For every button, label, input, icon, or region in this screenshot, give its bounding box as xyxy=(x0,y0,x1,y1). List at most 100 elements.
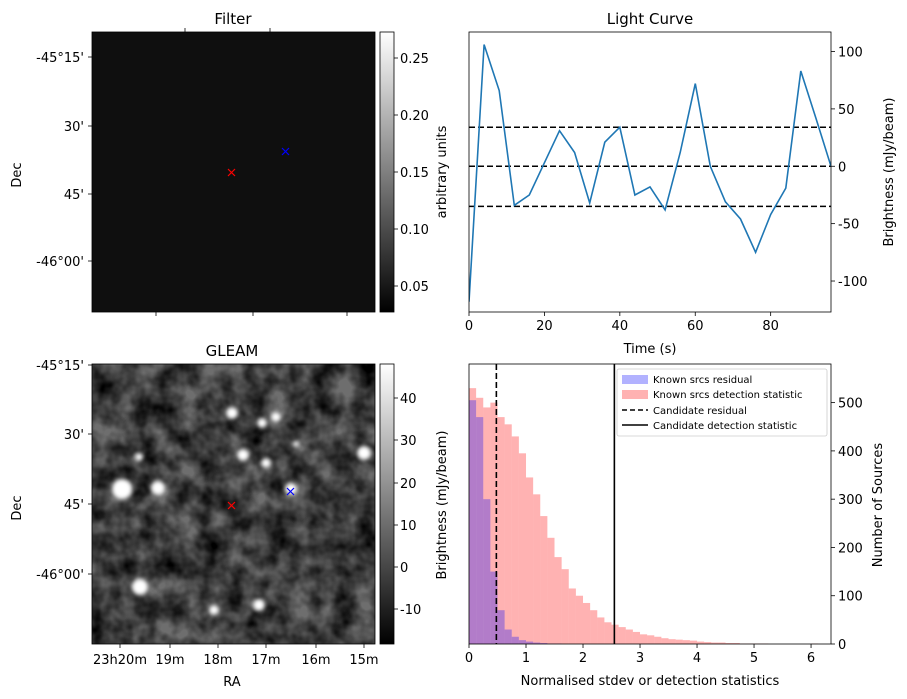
gleam-cb-tick-4: 10 xyxy=(400,519,417,534)
lightcurve-xtick-label: 60 xyxy=(687,319,704,334)
histogram-xticks: 0 1 2 3 4 5 6 xyxy=(465,644,815,666)
gleam-colorbar xyxy=(379,363,395,645)
filter-colorbar xyxy=(379,31,395,313)
histogram-bar xyxy=(575,595,584,644)
histogram-bar xyxy=(689,640,698,644)
histogram-bar xyxy=(483,499,491,644)
histogram-bars xyxy=(469,388,819,644)
lightcurve-xtick-label: 20 xyxy=(536,319,553,334)
histogram-bar xyxy=(490,402,498,644)
legend-swatch-detection xyxy=(622,390,648,399)
histogram-bar xyxy=(533,642,541,644)
gleam-cb-tick-2: 30 xyxy=(400,434,417,449)
gleam-ylabel: Dec xyxy=(10,495,25,520)
histogram-ytick-label: 300 xyxy=(838,493,863,508)
histogram-xtick-label: 2 xyxy=(579,651,587,666)
histogram-bar xyxy=(711,642,719,644)
filter-marker-red xyxy=(227,168,236,177)
histogram-xtick-label: 4 xyxy=(693,651,701,666)
histogram-bar xyxy=(732,643,740,644)
histogram-bar xyxy=(497,610,505,644)
gleam-bright-sources xyxy=(112,407,371,615)
gleam-ra-tick-5: 16m xyxy=(301,653,330,668)
legend-label-candidate-detection: Candidate detection statistic xyxy=(653,421,797,432)
histogram-ytick-label: 100 xyxy=(838,590,863,605)
histogram-bar xyxy=(561,569,569,644)
histogram-bar xyxy=(647,635,655,644)
histogram-ytick-label: 0 xyxy=(838,638,846,653)
histogram-xtick-label: 1 xyxy=(522,651,530,666)
histogram-xtick-label: 3 xyxy=(636,651,644,666)
lightcurve-xticks: 0 20 40 60 80 xyxy=(465,312,779,334)
gleam-ra-tick-4: 17m xyxy=(251,653,280,668)
histogram-bar xyxy=(668,639,676,644)
gleam-marker-red xyxy=(227,501,236,510)
histogram-bar xyxy=(682,640,690,644)
gleam-ra-tick-6: 15m xyxy=(349,653,378,668)
lightcurve-xtick-label: 40 xyxy=(612,319,629,334)
histogram-bar xyxy=(504,424,512,644)
histogram-ytick-label: 500 xyxy=(838,397,863,412)
filter-ylabel: Dec xyxy=(10,162,25,187)
histogram-bar xyxy=(526,641,534,644)
histogram-bar xyxy=(718,642,726,644)
filter-cb-tick-3: 0.15 xyxy=(400,166,429,181)
gleam-xlabel: RA xyxy=(223,675,241,690)
lightcurve-panel: Light Curve 0 20 40 60 80 100 50 0 -50 -100 Time… xyxy=(465,10,897,357)
histogram-bar xyxy=(554,557,562,644)
histogram-bar xyxy=(540,516,548,644)
legend-label-residual: Known srcs residual xyxy=(653,375,752,386)
filter-panel: Filter -45°15' 30' 45' -46°00' Dec xyxy=(10,10,450,316)
histogram-bar xyxy=(533,494,541,644)
lightcurve-ytick-label: -100 xyxy=(838,275,868,290)
legend-label-detection: Known srcs detection statistic xyxy=(653,390,802,401)
histogram-bar xyxy=(632,631,641,644)
histogram-bar xyxy=(604,622,612,644)
histogram-bar xyxy=(518,453,527,644)
histogram-ylabel-right: Number of Sources xyxy=(871,443,886,568)
filter-image-frame xyxy=(91,31,376,313)
histogram-frame xyxy=(468,363,832,645)
histogram-bar xyxy=(618,627,626,644)
histogram-ytick-label: 400 xyxy=(838,445,863,460)
gleam-ra-tick-3: 18m xyxy=(203,653,232,668)
histogram-bar xyxy=(497,417,505,644)
histogram-bar xyxy=(476,417,484,644)
lightcurve-ytick-label: 100 xyxy=(838,46,863,61)
lightcurve-xtick-label: 80 xyxy=(762,319,779,334)
histogram-bar xyxy=(661,638,669,644)
gleam-marker-blue xyxy=(286,487,295,496)
filter-dec-tick-3: 45' xyxy=(64,188,84,203)
lightcurve-ytick-label: 0 xyxy=(838,160,846,175)
lightcurve-ylabel: Brightness (mJy/beam) xyxy=(882,98,897,247)
histogram-yticks: 500 400 300 200 100 0 xyxy=(831,397,863,653)
gleam-dec-tick-2: 30' xyxy=(64,428,84,443)
lightcurve-title: Light Curve xyxy=(607,10,693,28)
histogram-bar xyxy=(547,537,555,644)
histogram-xtick-label: 6 xyxy=(807,651,815,666)
histogram-bar xyxy=(583,602,591,644)
histogram-bar xyxy=(654,636,662,644)
histogram-bar xyxy=(490,571,498,644)
filter-cb-tick-1: 0.25 xyxy=(400,52,429,67)
lightcurve-ytick-label: 50 xyxy=(838,103,855,118)
histogram-bar xyxy=(483,407,491,644)
gleam-title: GLEAM xyxy=(206,342,259,360)
histogram-bar xyxy=(511,636,519,644)
histogram-xtick-label: 0 xyxy=(465,651,473,666)
filter-marker-blue xyxy=(281,147,290,156)
histogram-bar xyxy=(697,641,705,644)
histogram-legend: Known srcs residual Known srcs detection… xyxy=(616,368,828,437)
histogram-bar xyxy=(540,643,548,644)
filter-cb-tick-2: 0.20 xyxy=(400,109,429,124)
lightcurve-xlabel: Time (s) xyxy=(623,342,677,357)
lightcurve-xtick-label: 0 xyxy=(465,319,473,334)
lightcurve-frame xyxy=(468,31,832,313)
histogram-bar xyxy=(476,397,484,644)
filter-title: Filter xyxy=(214,10,252,28)
lightcurve-series xyxy=(469,44,831,302)
filter-dec-tick-2: 30' xyxy=(64,120,84,135)
histogram-vlines xyxy=(495,364,616,644)
histogram-panel: 0 1 2 3 4 5 6 500 400 300 200 100 0 Normalised stde… xyxy=(465,363,886,689)
gleam-dec-tick-3: 45' xyxy=(64,498,84,513)
